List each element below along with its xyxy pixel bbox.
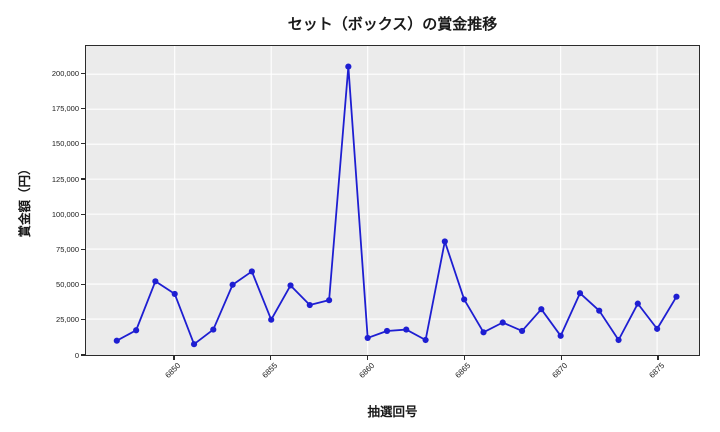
y-tick-mark — [81, 213, 85, 215]
y-tick-label: 0 — [74, 350, 79, 360]
y-tick-mark — [81, 319, 85, 321]
data-point — [538, 306, 545, 313]
y-tick-mark — [81, 108, 85, 110]
data-point — [615, 336, 622, 344]
y-tick-label: 150,000 — [51, 139, 79, 149]
prize-line — [116, 65, 678, 346]
x-axis-label: 抽選回号 — [367, 405, 418, 419]
x-tick-mark — [463, 356, 465, 360]
y-tick-mark — [81, 72, 85, 74]
data-point — [171, 290, 178, 297]
data-point — [364, 334, 371, 341]
data-point — [133, 327, 140, 334]
data-point — [557, 332, 564, 339]
y-axis-label: 賞金額（円） — [18, 162, 32, 238]
y-tick-mark — [81, 248, 85, 250]
y-tick-label: 50,000 — [56, 280, 79, 290]
data-point — [287, 282, 294, 289]
chart-title: セット（ボックス）の賞金推移 — [287, 16, 498, 33]
data-point — [480, 329, 487, 336]
data-point — [576, 290, 584, 297]
data-point — [518, 327, 526, 335]
chart-canvas — [86, 46, 699, 355]
x-tick-mark — [657, 356, 659, 360]
data-point — [383, 327, 391, 335]
data-point — [345, 63, 352, 70]
data-point — [248, 268, 255, 275]
y-tick-label: 25,000 — [56, 315, 79, 325]
y-tick-mark — [81, 354, 85, 356]
plot-area — [85, 45, 700, 356]
data-point — [499, 319, 506, 326]
data-point — [673, 293, 680, 300]
y-tick-mark — [81, 143, 85, 145]
x-tick-mark — [367, 356, 369, 360]
data-point — [596, 307, 603, 314]
y-tick-label: 125,000 — [51, 174, 79, 184]
y-tick-mark — [81, 178, 85, 180]
data-point — [634, 300, 641, 307]
data-point — [422, 336, 429, 344]
data-point — [306, 301, 313, 309]
data-point — [403, 326, 410, 333]
data-point — [268, 316, 275, 323]
data-point — [326, 297, 333, 304]
data-point — [113, 337, 120, 344]
data-point — [654, 325, 661, 332]
x-tick-mark — [270, 356, 272, 360]
x-tick-mark — [560, 356, 562, 360]
data-point — [461, 296, 468, 303]
data-point — [441, 238, 448, 245]
y-tick-label: 200,000 — [51, 68, 79, 78]
y-tick-label: 75,000 — [56, 244, 79, 254]
y-tick-mark — [81, 284, 85, 286]
data-point — [229, 281, 236, 288]
data-point — [190, 341, 198, 348]
x-tick-mark — [173, 356, 175, 360]
data-point — [210, 326, 217, 333]
y-tick-label: 175,000 — [51, 104, 79, 114]
data-point — [152, 278, 159, 285]
y-tick-label: 100,000 — [51, 209, 79, 219]
